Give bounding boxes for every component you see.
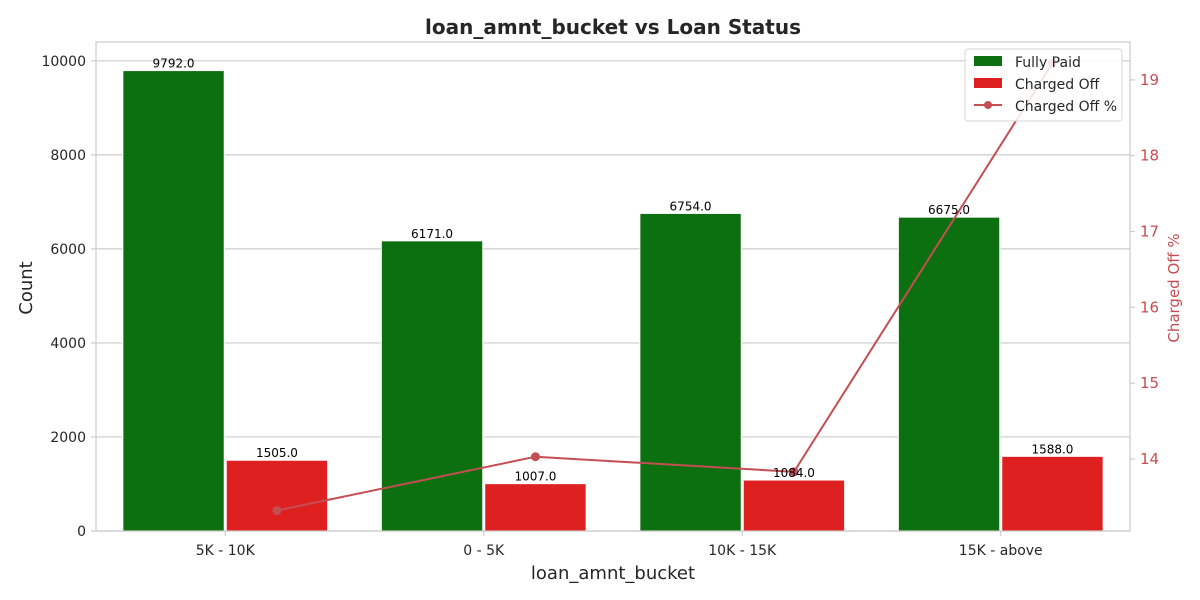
x-tick-label: 0 - 5K (463, 543, 505, 559)
x-tick-label: 15K - above (959, 543, 1043, 559)
y-right-tick-label: 17 (1140, 223, 1159, 241)
y-right-tick-label: 14 (1140, 450, 1159, 468)
bar-value-label: 9792.0 (153, 57, 195, 71)
bar-labels: 9792.0 1505.0 6171.0 1007.0 6754.0 1084.0 6675… (153, 57, 1074, 484)
y-right-tick-label: 16 (1140, 298, 1159, 316)
legend-label-charged-off-pct: Charged Off % (1015, 99, 1117, 115)
y-right-tick-label: 15 (1140, 374, 1159, 392)
bar-charged-off (742, 479, 846, 532)
legend-swatch-fully-paid (974, 56, 1002, 66)
bar-fully-paid (639, 212, 742, 532)
x-tick-label: 10K - 15K (708, 543, 777, 559)
legend-label-fully-paid: Fully Paid (1015, 55, 1081, 71)
legend-swatch-marker (984, 101, 992, 109)
bar-value-label: 6171.0 (411, 227, 453, 241)
plot-frame (95, 41, 1131, 532)
bar-value-label: 1084.0 (773, 466, 815, 480)
legend: Fully Paid Charged Off Charged Off % (964, 48, 1123, 122)
x-ticks: 5K - 10K 0 - 5K 10K - 15K 15K - above (196, 531, 1043, 559)
bar-value-label: 6754.0 (670, 199, 712, 213)
bar-value-label: 6675.0 (928, 203, 970, 217)
bar-fully-paid (897, 216, 1001, 532)
y-tick-label: 4000 (50, 336, 86, 352)
legend-label-charged-off: Charged Off (1015, 77, 1100, 93)
y-tick-label: 10000 (41, 54, 86, 70)
x-tick-label: 5K - 10K (196, 543, 256, 559)
line-charged-off-pct (276, 62, 1054, 512)
line-point (789, 467, 799, 477)
line-point (272, 506, 282, 516)
y-ticks: 0 2000 4000 6000 8000 10000 (41, 54, 96, 540)
y-tick-label: 8000 (50, 148, 86, 164)
bar-fully-paid (122, 70, 225, 532)
y-tick-label: 6000 (50, 242, 86, 258)
bar-fully-paid (380, 240, 484, 532)
bars (122, 70, 1104, 532)
bar-charged-off (1001, 455, 1104, 532)
x-axis-title: loan_amnt_bucket (531, 563, 695, 584)
bar-value-label: 1007.0 (514, 470, 556, 484)
bar-charged-off (225, 459, 329, 532)
y-axis-right-title: Charged Off % (1165, 233, 1183, 342)
y-right-tick-label: 18 (1140, 147, 1159, 165)
legend-box (964, 48, 1123, 122)
bar-charged-off (484, 483, 587, 532)
legend-swatch-charged-off (974, 78, 1002, 88)
y-right-tick-label: 19 (1140, 71, 1159, 89)
y-ticks-right: 14 15 16 17 18 19 (1130, 71, 1159, 468)
chart-title: loan_amnt_bucket vs Loan Status (425, 15, 801, 39)
line-point (530, 452, 540, 462)
y-tick-label: 2000 (50, 430, 86, 446)
y-axis-title: Count (16, 261, 37, 314)
bar-value-label: 1588.0 (1031, 442, 1073, 456)
bar-value-label: 1505.0 (256, 446, 298, 460)
y-tick-label: 0 (77, 524, 86, 540)
